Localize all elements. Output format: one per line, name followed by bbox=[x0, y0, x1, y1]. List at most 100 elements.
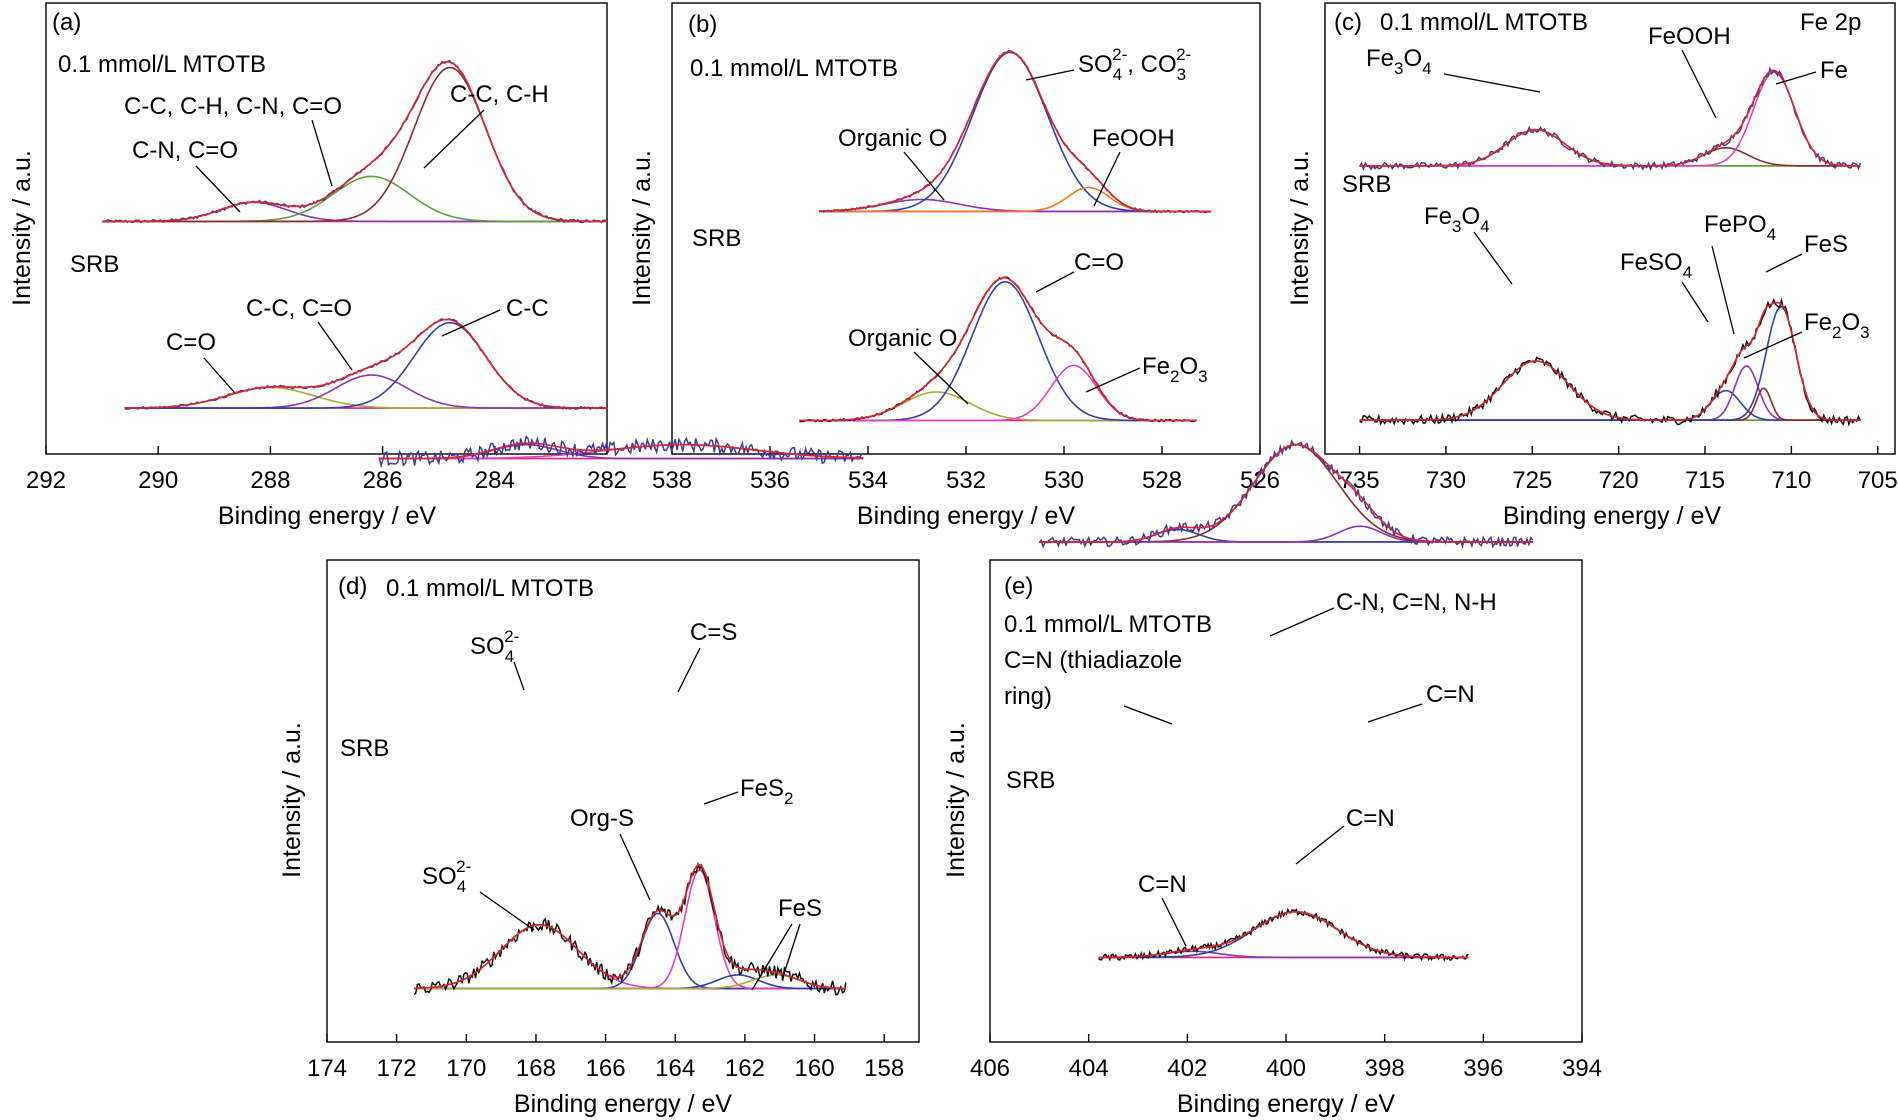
envelope-fit-line bbox=[102, 60, 607, 223]
peak-label: C-C, C=O bbox=[246, 295, 352, 322]
peak-label: Organic O bbox=[848, 325, 957, 352]
x-tick-label: 288 bbox=[250, 467, 290, 494]
pointer-arrows bbox=[195, 109, 501, 393]
condition-label: SRB bbox=[1342, 171, 1391, 198]
x-tick-label: 715 bbox=[1685, 467, 1725, 494]
envelope-fit-line bbox=[124, 318, 607, 409]
x-tick-label: 394 bbox=[1562, 1055, 1602, 1082]
component-peak bbox=[102, 201, 607, 223]
peak-label: FeOOH bbox=[1092, 125, 1175, 152]
x-axis-ticks: 292 290 288 286 284 282 bbox=[26, 446, 627, 494]
condition-label: 0.1 mmol/L MTOTB bbox=[386, 575, 594, 602]
condition-label: 0.1 mmol/L MTOTB bbox=[58, 51, 266, 78]
x-tick-label: 534 bbox=[848, 467, 888, 494]
formula-label: Fe3O4 bbox=[1424, 203, 1490, 236]
raw-spectrum-line bbox=[378, 434, 864, 469]
peak-label: FeS bbox=[778, 895, 822, 922]
pointer-arrows bbox=[903, 69, 1141, 405]
envelope-fit-line bbox=[379, 442, 864, 460]
y-axis-label: Intensity / a.u. bbox=[278, 722, 306, 878]
component-peak bbox=[414, 974, 846, 990]
formula-label: Fe3O4 bbox=[1366, 45, 1432, 78]
panel-letter: (b) bbox=[688, 11, 717, 38]
condition-label: SRB bbox=[70, 251, 119, 278]
x-tick-label: 158 bbox=[864, 1055, 904, 1082]
formula-label: SO42- bbox=[422, 857, 471, 896]
raw-spectrum-line bbox=[413, 861, 847, 996]
component-peak bbox=[102, 175, 607, 223]
envelope-fit-line bbox=[1359, 301, 1861, 421]
x-tick-label: 286 bbox=[363, 467, 403, 494]
peak-label: C=O bbox=[1074, 249, 1124, 276]
x-tick-label: 725 bbox=[1512, 467, 1552, 494]
formula-label: FeSO4 bbox=[1620, 249, 1692, 282]
peak-label: C-N, C=N, N-H bbox=[1336, 589, 1497, 616]
x-axis-label: Binding energy / eV bbox=[218, 502, 437, 530]
x-tick-label: 536 bbox=[750, 467, 790, 494]
component-peak bbox=[124, 386, 607, 409]
x-tick-label: 538 bbox=[652, 467, 692, 494]
x-axis-label: Binding energy / eV bbox=[857, 502, 1076, 530]
x-axis-label: Binding energy / eV bbox=[514, 1090, 733, 1118]
envelope-fit-line bbox=[1098, 911, 1469, 959]
condition-label: 0.1 mmol/L MTOTB bbox=[1004, 611, 1212, 638]
x-tick-label: 400 bbox=[1266, 1055, 1306, 1082]
condition-label: SRB bbox=[1006, 767, 1055, 794]
component-peak bbox=[819, 186, 1211, 213]
x-axis-label: Binding energy / eV bbox=[1177, 1090, 1396, 1118]
envelope-fit-line bbox=[818, 50, 1211, 213]
peak-label: C=S bbox=[690, 619, 737, 646]
condition-label: 0.1 mmol/L MTOTB bbox=[690, 55, 898, 82]
pointer-arrows bbox=[1123, 607, 1423, 947]
panel-c: 735 730 725 720 715 710 705 (c) 0.1 mmol/L MTO… bbox=[1286, 2, 1898, 530]
raw-spectrum-line bbox=[1359, 297, 1862, 427]
panel-a: 292 290 288 286 284 282 (a) 0.1 mmol/L MTOTB … bbox=[8, 2, 627, 530]
formula-label: Fe2O3 bbox=[1804, 309, 1870, 342]
x-axis-label: Binding energy / eV bbox=[1503, 502, 1722, 530]
x-axis-ticks: 735 730 725 720 715 710 705 bbox=[1340, 446, 1898, 494]
y-axis-label: Intensity / a.u. bbox=[1286, 150, 1314, 306]
x-tick-label: 404 bbox=[1069, 1055, 1109, 1082]
panel-b: 538 536 534 532 530 528 526 (b) 0.1 mmol/L MTO… bbox=[628, 2, 1280, 530]
formula-label: Fe2O3 bbox=[1142, 353, 1208, 386]
plot-frame bbox=[1324, 2, 1896, 455]
x-tick-label: 402 bbox=[1167, 1055, 1207, 1082]
plot-frame bbox=[326, 559, 920, 1043]
component-peak bbox=[1359, 365, 1861, 421]
pointer-arrows bbox=[479, 647, 801, 991]
plot-area bbox=[799, 50, 1212, 423]
x-tick-label: 292 bbox=[26, 467, 66, 494]
panel-letter: (d) bbox=[338, 573, 367, 600]
x-tick-label: 170 bbox=[446, 1055, 486, 1082]
peak-label: C=N bbox=[1346, 805, 1395, 832]
peak-label: C-C bbox=[506, 295, 549, 322]
x-tick-label: 406 bbox=[970, 1055, 1010, 1082]
peak-label: Fe bbox=[1820, 57, 1848, 84]
component-peak bbox=[799, 364, 1197, 422]
formula-label: FePO4 bbox=[1704, 211, 1776, 244]
x-tick-label: 398 bbox=[1365, 1055, 1405, 1082]
x-tick-label: 720 bbox=[1599, 467, 1639, 494]
peak-label: FeOOH bbox=[1648, 23, 1731, 50]
component-peak bbox=[1359, 146, 1861, 167]
component-peak bbox=[1359, 305, 1861, 421]
component-peak bbox=[1039, 525, 1533, 543]
pointer-arrows bbox=[1443, 49, 1817, 359]
condition-label: SRB bbox=[340, 735, 389, 762]
panel-d: 174 172 170 168 166 164 162 160 158 (d) 0.1 mmol… bbox=[278, 434, 920, 1118]
envelope-fit-line bbox=[799, 276, 1197, 422]
plot-area bbox=[101, 59, 608, 411]
y-axis-label: Intensity / a.u. bbox=[628, 150, 656, 306]
plot-area bbox=[1038, 439, 1534, 962]
x-tick-label: 172 bbox=[377, 1055, 417, 1082]
raw-spectrum-line bbox=[1098, 907, 1469, 962]
x-tick-label: 282 bbox=[587, 467, 627, 494]
peak-label: ring) bbox=[1004, 683, 1052, 710]
envelope-fit-line bbox=[414, 863, 846, 990]
component-peak bbox=[1039, 528, 1533, 543]
condition-label: SRB bbox=[692, 225, 741, 252]
peak-label: C=N bbox=[1426, 681, 1475, 708]
component-peak bbox=[414, 974, 846, 990]
x-tick-label: 168 bbox=[516, 1055, 556, 1082]
peak-label: Organic O bbox=[838, 125, 947, 152]
